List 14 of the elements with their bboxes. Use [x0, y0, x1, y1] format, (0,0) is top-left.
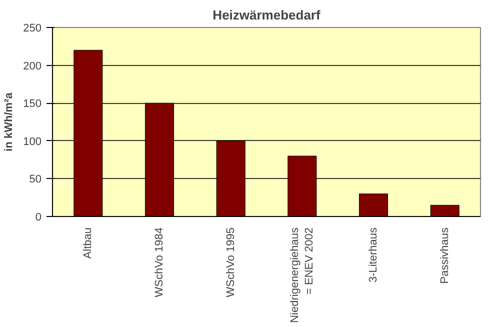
y-tick-label: 0 — [35, 212, 42, 224]
y-axis-title: in kWh/m²a — [3, 92, 16, 152]
x-tick-label: WSchVo 1995 — [224, 227, 237, 298]
chart-title: Heizwärmebedarf — [212, 8, 321, 22]
x-tick-label: WSchVo 1984 — [154, 227, 166, 298]
x-tick-label: Passivhaus — [438, 227, 451, 284]
y-tick-label: 150 — [23, 98, 42, 110]
x-tick-label: Niedrigenergiehaus = ENEV 2002 — [288, 227, 316, 323]
x-tick-label: 3-Literhaus — [368, 227, 380, 283]
y-tick-label: 50 — [29, 174, 42, 186]
y-tick-label: 250 — [23, 22, 42, 34]
y-tick-label: 100 — [23, 136, 42, 148]
x-tick-label: Altbau — [82, 227, 94, 259]
y-tick-label: 200 — [23, 60, 42, 72]
